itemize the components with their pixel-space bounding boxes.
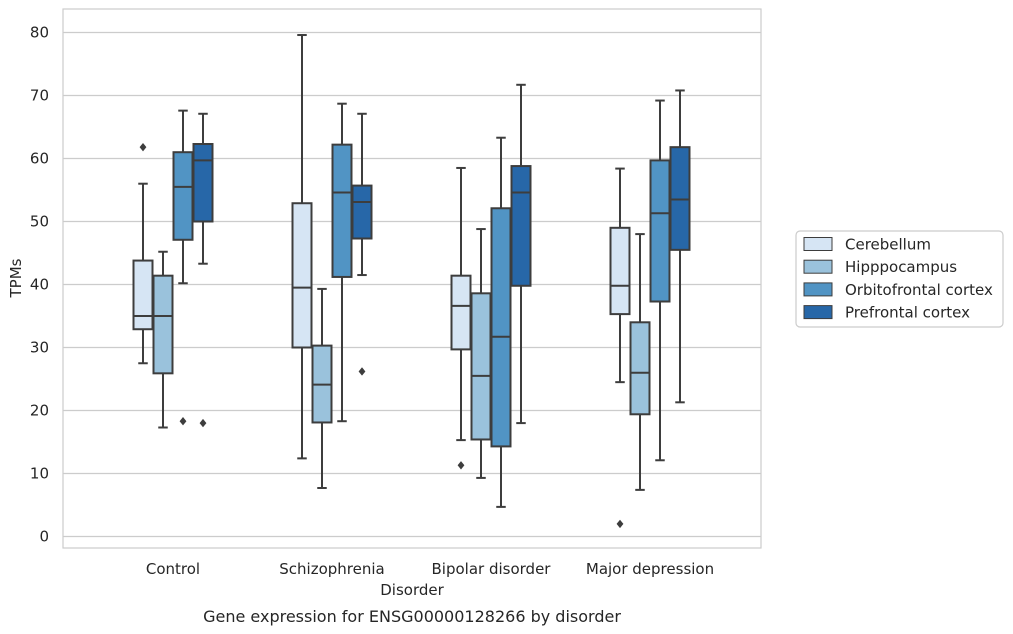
box-hipppocampus-0 [152,250,174,429]
box-iqr [132,259,154,331]
box-cerebellum-0 [132,142,154,365]
boxes [132,34,691,529]
box-iqr [649,159,671,303]
box-cerebellum-3 [609,167,631,529]
chart-caption: Gene expression for ENSG00000128266 by d… [203,607,621,626]
box-iqr [629,321,651,416]
legend-swatch [803,305,833,320]
outlier-point [457,461,465,470]
box-hipppocampus-3 [629,233,651,491]
box-iqr [172,151,194,241]
outlier-point [179,417,187,426]
box-iqr [331,143,353,278]
legend-swatch [803,237,833,251]
box-orbitofrontal-cortex-3 [649,99,671,462]
box-cerebellum-2 [450,166,472,470]
outlier-point [199,418,207,428]
legend-label: Orbitofrontal cortex [845,281,993,299]
y-tick-label: 50 [30,213,49,231]
x-tick-label: Bipolar disorder [432,560,552,578]
y-tick-label: 20 [30,402,49,420]
box-cerebellum-1 [291,34,313,460]
outlier-point [139,142,147,152]
plot-area-frame [62,8,762,549]
box-iqr [291,202,313,349]
box-hipppocampus-2 [470,228,492,479]
legend-label: Cerebellum [845,236,931,254]
box-iqr [450,274,472,351]
box-iqr [510,165,532,287]
x-axis-label: Disorder [380,581,444,599]
legend-swatch [803,259,833,274]
legend-frame [795,230,1004,328]
box-prefrontal-cortex-2 [510,83,532,425]
y-tick-label: 40 [30,276,49,294]
y-axis-label: TPMs [7,258,25,298]
legend: Cerebellum Hipppocampus Orbitofrontal cort… [795,230,1004,328]
x-tick-label: Schizophrenia [279,560,384,578]
x-tick-label: Control [146,560,200,578]
box-prefrontal-cortex-1 [351,112,373,376]
box-iqr [470,292,492,441]
y-tick-label: 10 [30,465,49,483]
x-tick-label: Major depression [586,560,714,578]
y-tick-label: 70 [30,87,49,105]
box-iqr [152,274,174,375]
box-hipppocampus-1 [311,287,333,489]
outlier-point [358,367,366,376]
y-tick-label: 60 [30,150,49,168]
box-orbitofrontal-cortex-2 [490,136,512,508]
box-iqr [609,226,631,316]
box-iqr [192,143,214,223]
legend-swatch [803,282,833,297]
box-prefrontal-cortex-3 [669,89,691,404]
legend-label: Hipppocampus [845,258,957,276]
box-iqr [490,207,512,448]
box-prefrontal-cortex-0 [192,112,214,428]
x-ticks: Control Schizophrenia Bipolar disorder Majo… [146,560,714,578]
y-tick-label: 30 [30,339,49,357]
legend-label: Prefrontal cortex [845,304,970,322]
y-ticks: 0 10 20 30 40 50 60 70 80 [30,24,49,546]
outlier-point [616,519,624,529]
y-tick-label: 80 [30,24,49,42]
box-orbitofrontal-cortex-1 [331,102,353,423]
box-iqr [351,184,373,240]
box-orbitofrontal-cortex-0 [172,109,194,426]
y-tick-label: 0 [39,528,49,546]
